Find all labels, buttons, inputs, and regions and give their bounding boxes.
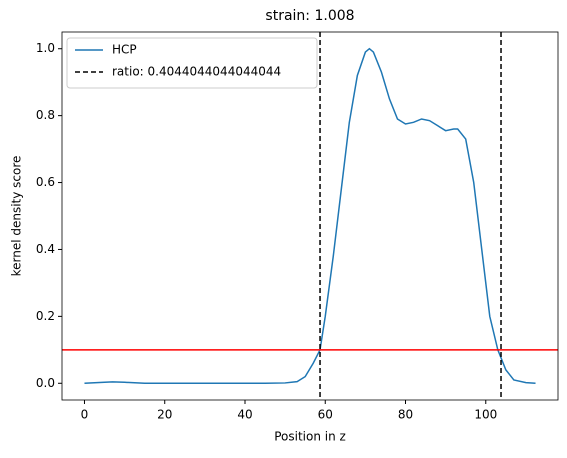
y-tick-label: 0.8 xyxy=(36,108,55,122)
legend-label: HCP xyxy=(112,43,137,57)
legend-label: ratio: 0.4044044044044044 xyxy=(112,65,281,79)
y-tick-label: 0.0 xyxy=(36,376,55,390)
chart-title: strain: 1.008 xyxy=(265,8,354,24)
y-tick-label: 1.0 xyxy=(36,41,55,55)
y-tick-label: 0.4 xyxy=(36,242,55,256)
x-tick-label: 80 xyxy=(398,408,413,422)
x-tick-label: 0 xyxy=(81,408,89,422)
x-tick-label: 20 xyxy=(157,408,172,422)
axes-frame xyxy=(61,31,559,401)
data-line xyxy=(84,47,536,385)
x-tick-label: 100 xyxy=(474,408,497,422)
x-tick-label: 40 xyxy=(237,408,252,422)
x-axis-label: Position in z xyxy=(274,430,346,444)
y-tick-label: 0.6 xyxy=(36,175,55,189)
x-tick-label: 60 xyxy=(318,408,333,422)
y-axis-label: kernel density score xyxy=(10,156,24,277)
legend-box xyxy=(66,37,318,89)
y-tick-label: 0.2 xyxy=(36,309,55,323)
